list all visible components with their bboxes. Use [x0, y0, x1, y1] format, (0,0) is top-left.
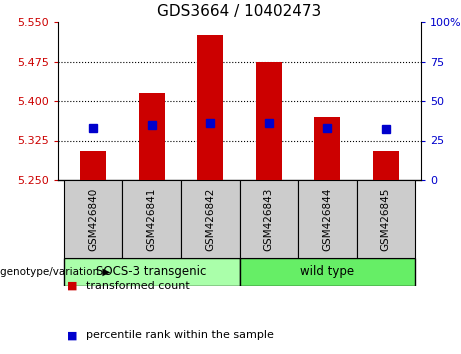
Bar	[64, 180, 123, 258]
Text: percentile rank within the sample: percentile rank within the sample	[86, 331, 273, 341]
Title: GDS3664 / 10402473: GDS3664 / 10402473	[157, 5, 322, 19]
Bar	[197, 35, 224, 180]
Text: transformed count: transformed count	[86, 281, 189, 291]
Text: GSM426845: GSM426845	[381, 187, 391, 251]
Text: GSM426840: GSM426840	[88, 187, 98, 251]
Text: GSM426841: GSM426841	[147, 187, 157, 251]
Text: GSM426843: GSM426843	[264, 187, 274, 251]
Bar	[298, 180, 357, 258]
Text: genotype/variation ▶: genotype/variation ▶	[0, 267, 111, 277]
Bar	[240, 180, 298, 258]
Bar	[123, 180, 181, 258]
Bar	[138, 93, 165, 180]
Bar	[357, 180, 415, 258]
Bar	[80, 151, 106, 180]
Bar	[240, 258, 415, 286]
Bar	[181, 180, 240, 258]
Text: wild type: wild type	[300, 266, 355, 279]
Text: SOCS-3 transgenic: SOCS-3 transgenic	[96, 266, 207, 279]
Text: GSM426844: GSM426844	[322, 187, 332, 251]
Text: ■: ■	[67, 281, 78, 291]
Bar	[255, 62, 282, 180]
Bar	[64, 258, 240, 286]
Text: ■: ■	[67, 331, 78, 341]
Bar	[314, 117, 341, 180]
Text: GSM426842: GSM426842	[205, 187, 215, 251]
Bar	[372, 151, 399, 180]
